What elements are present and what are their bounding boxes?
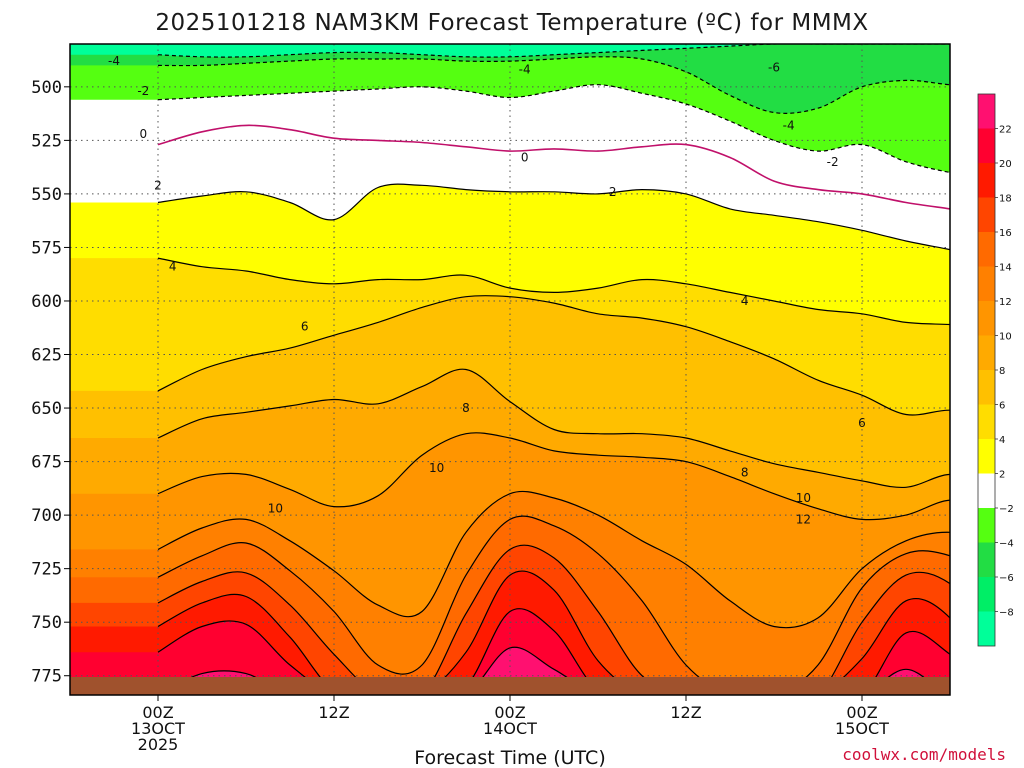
y-tick-label: 525 — [31, 131, 62, 151]
colorbar: 22 20 18 16 14 12 10 8 6 4 2 −2 −4 −6 −8 — [977, 93, 1014, 647]
isotherm-12 — [157, 490, 950, 629]
contour-label: 2 — [609, 185, 617, 199]
isotherm-10 — [157, 432, 950, 521]
y-tick-label: 550 — [31, 185, 62, 205]
contour-label: -2 — [137, 84, 149, 98]
colorbar-bin — [978, 94, 995, 129]
contour-label: 10 — [268, 502, 283, 516]
isotherm--4 — [157, 56, 950, 114]
colorbar-tick-label: 6 — [999, 401, 1005, 412]
isotherm--2 — [157, 84, 950, 174]
y-tick-label: 625 — [31, 346, 62, 366]
y-tick-label: 775 — [31, 667, 62, 687]
colorbar-bin — [978, 542, 995, 577]
y-tick-label: 600 — [31, 292, 62, 312]
chart-title: 2025101218 NAM3KM Forecast Temperature (… — [155, 10, 868, 36]
colorbar-tick-label: 22 — [999, 125, 1012, 136]
x-tick-label: 12Z — [670, 703, 701, 722]
colorbar-tick-label: −2 — [999, 504, 1014, 515]
colorbar-tick-label: 18 — [999, 194, 1012, 205]
colorbar-bin — [978, 439, 995, 474]
colorbar-tick-label: 16 — [999, 228, 1012, 239]
y-tick-label: 750 — [31, 613, 62, 633]
contour-label: -4 — [519, 63, 531, 77]
isotherm-14 — [157, 515, 950, 695]
credit-text: coolwx.com/models — [842, 745, 1006, 764]
plot-clip-group: -4 -4 -6 -2 -4 -2 0 0 2 2 4 4 6 6 8 8 10 10 10 12 — [70, 44, 950, 695]
contour-label: -4 — [108, 54, 120, 68]
contour-label: 10 — [429, 461, 444, 475]
colorbar-tick-label: −4 — [999, 539, 1014, 550]
contour-label: 4 — [169, 260, 177, 274]
colorbar-tick-label: 14 — [999, 263, 1012, 274]
isotherm-8 — [157, 368, 950, 489]
contour-label: 8 — [741, 465, 749, 479]
colorbar-tick-label: 8 — [999, 366, 1005, 377]
colorbar-bin — [978, 232, 995, 267]
colorbar-tick-label: 20 — [999, 159, 1012, 170]
y-tick-label: 675 — [31, 453, 62, 473]
terrain-band — [70, 677, 950, 695]
colorbar-tick-label: 10 — [999, 332, 1012, 343]
colorbar-tick-label: −6 — [999, 573, 1014, 584]
colorbar-tick-label: 2 — [999, 470, 1005, 481]
contour-label: 0 — [521, 150, 529, 164]
colorbar-bin — [978, 128, 995, 163]
contour-label: 4 — [741, 294, 749, 308]
contour-label: -4 — [783, 118, 795, 132]
contour-label: -6 — [768, 61, 780, 75]
contour-label: 8 — [462, 401, 470, 415]
contour-label: 2 — [154, 178, 162, 192]
colorbar-bin — [978, 335, 995, 370]
plot-area: -4 -4 -6 -2 -4 -2 0 0 2 2 4 4 6 6 8 8 10 10 10 12 — [70, 44, 950, 695]
contour-label: -2 — [827, 155, 839, 169]
isotherm-4 — [157, 257, 950, 326]
colorbar-bin — [978, 163, 995, 198]
colorbar-bin — [978, 197, 995, 232]
contour-label: 6 — [858, 416, 866, 430]
x-tick-label: 14OCT — [483, 719, 537, 738]
x-tick-label: 13OCT — [131, 719, 185, 738]
colorbar-bin — [978, 404, 995, 439]
y-tick-label: 700 — [31, 506, 62, 526]
y-tick-label: 575 — [31, 238, 62, 258]
colorbar-bin — [978, 577, 995, 612]
isotherm-6 — [157, 295, 950, 416]
contour-label: 10 — [796, 491, 811, 505]
y-tick-label: 500 — [31, 78, 62, 98]
colorbar-bin — [978, 370, 995, 405]
x-tick-label: 00Z — [142, 703, 173, 722]
x-axis-label: Forecast Time (UTC) — [414, 747, 605, 768]
contour-label: 6 — [301, 320, 309, 334]
colorbar-tick-label: 12 — [999, 297, 1012, 308]
colorbar-bin — [978, 266, 995, 301]
x-tick-label: 00Z — [494, 703, 525, 722]
isotherm-2 — [157, 183, 950, 251]
x-tick-label: 15OCT — [835, 719, 889, 738]
colorbar-bin — [978, 301, 995, 336]
colorbar-tick-label: −8 — [999, 608, 1014, 619]
y-tick-label: 650 — [31, 399, 62, 419]
x-tick-label: 00Z — [846, 703, 877, 722]
x-tick-label: 2025 — [138, 735, 179, 754]
colorbar-tick-label: 4 — [999, 435, 1005, 446]
isotherm-18 — [157, 570, 950, 695]
contour-label: 12 — [796, 512, 811, 526]
y-tick-label: 725 — [31, 560, 62, 580]
isotherm-0 — [157, 124, 950, 210]
colorbar-bin — [978, 508, 995, 543]
contour-label: 0 — [140, 127, 148, 141]
axes: 50052555057560062565067570072575077500Z1… — [31, 43, 951, 754]
colorbar-bin — [978, 611, 995, 646]
isotherm-16 — [157, 544, 950, 695]
x-tick-label: 12Z — [318, 703, 349, 722]
colorbar-bin — [978, 473, 995, 508]
